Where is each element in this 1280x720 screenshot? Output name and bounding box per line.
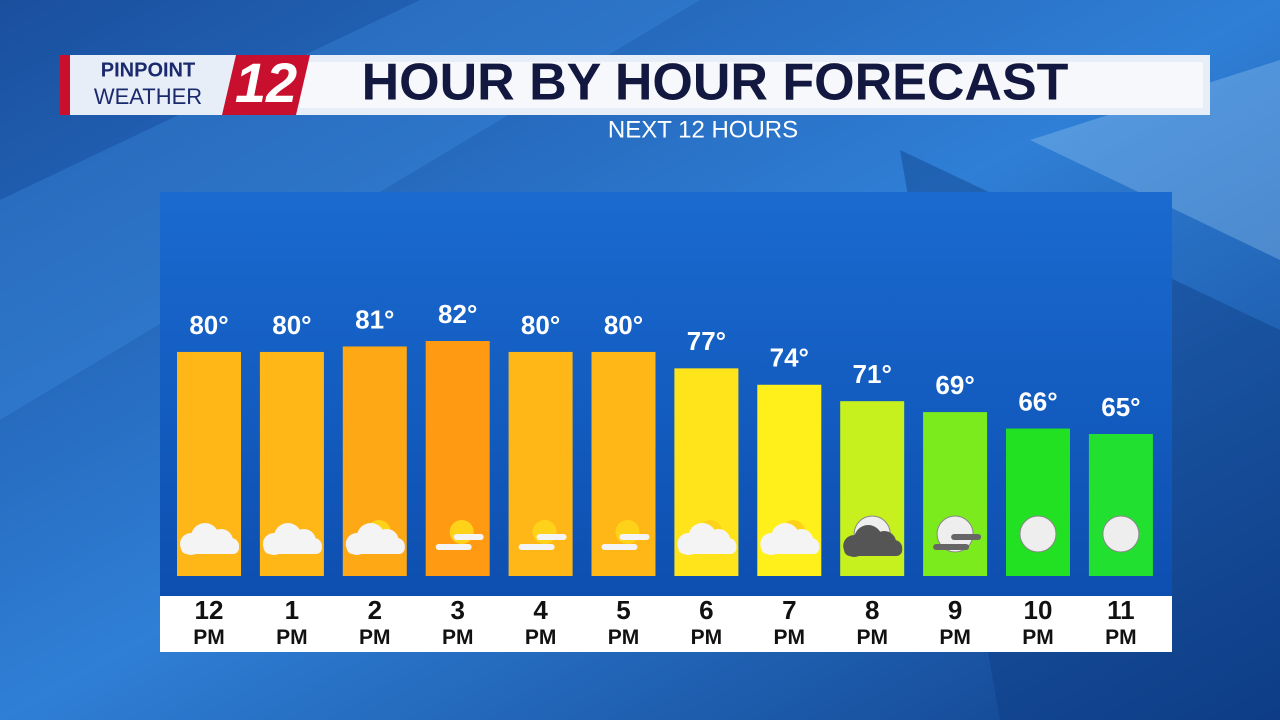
icon-cloud — [761, 542, 820, 554]
icon-sun — [532, 520, 557, 544]
icon-sun — [449, 520, 474, 544]
icon-sun — [615, 520, 640, 544]
weather-icon — [677, 520, 737, 555]
icon-cloud — [453, 534, 484, 540]
logo-stripe — [60, 55, 70, 115]
icon-cloud — [951, 534, 982, 540]
weather-icon — [435, 520, 484, 550]
x-tick-label: 12 PM — [193, 595, 225, 649]
weather-icon — [262, 523, 322, 555]
icon-cloud — [678, 542, 737, 554]
weather-icon — [1019, 515, 1057, 553]
value-label: 66° — [1018, 386, 1057, 416]
value-label: 65° — [1101, 392, 1140, 422]
icon-cloud — [346, 542, 405, 554]
icon-cloud — [536, 534, 567, 540]
x-tick-label: 4 PM — [525, 595, 557, 649]
icon-cloud — [518, 544, 555, 550]
weather-icon — [760, 520, 820, 555]
weather-icon — [1102, 515, 1140, 553]
x-tick-label: 9 PM — [939, 595, 971, 649]
icon-cloud — [263, 542, 322, 554]
value-label: 80° — [272, 310, 311, 340]
value-label: 77° — [687, 326, 726, 356]
value-label: 81° — [355, 304, 394, 334]
title-bar-inner — [300, 62, 1203, 108]
value-label: 82° — [438, 299, 477, 329]
weather-icon — [843, 515, 903, 557]
x-tick-label: 5 PM — [608, 595, 640, 649]
icon-cloud — [844, 544, 903, 556]
weather-icon — [345, 520, 405, 555]
x-tick-label: 3 PM — [442, 595, 474, 649]
value-label: 71° — [853, 359, 892, 389]
x-tick-label: 7 PM — [774, 595, 806, 649]
brand-line1: PINPOINT — [101, 59, 195, 81]
x-tick-label: 10 PM — [1022, 595, 1054, 649]
icon-cloud — [619, 534, 650, 540]
x-tick-label: 11 PM — [1105, 595, 1137, 649]
value-label: 69° — [935, 370, 974, 400]
bar — [1088, 434, 1153, 576]
weather-icon — [601, 520, 650, 550]
brand-line2: WEATHER — [94, 84, 202, 109]
chart-title: HOUR BY HOUR FORECAST — [362, 54, 1069, 112]
icon-cloud — [435, 544, 472, 550]
label-strip — [160, 596, 1172, 652]
weather-icon — [933, 515, 982, 553]
x-tick-label: 2 PM — [359, 595, 391, 649]
plot-panel — [160, 192, 1172, 596]
bar — [1006, 428, 1070, 576]
icon-cloud — [601, 544, 638, 550]
logo-badge — [222, 55, 310, 115]
logo-number: 12 — [235, 51, 297, 114]
value-label: 80° — [604, 310, 643, 340]
x-tick-label: 1 PM — [276, 595, 308, 649]
weather-icon — [518, 520, 567, 550]
bg-shape — [1030, 60, 1280, 260]
value-label: 80° — [521, 310, 560, 340]
icon-moon — [1019, 515, 1057, 553]
x-tick-label: 8 PM — [856, 595, 888, 649]
value-label: 74° — [770, 343, 809, 373]
x-tick-label: 6 PM — [691, 595, 723, 649]
chart-subtitle: NEXT 12 HOURS — [608, 116, 798, 143]
icon-moon — [1102, 515, 1140, 553]
icon-cloud — [181, 542, 239, 554]
weather-icon — [180, 523, 239, 555]
icon-cloud — [933, 544, 970, 550]
value-label: 80° — [189, 310, 228, 340]
